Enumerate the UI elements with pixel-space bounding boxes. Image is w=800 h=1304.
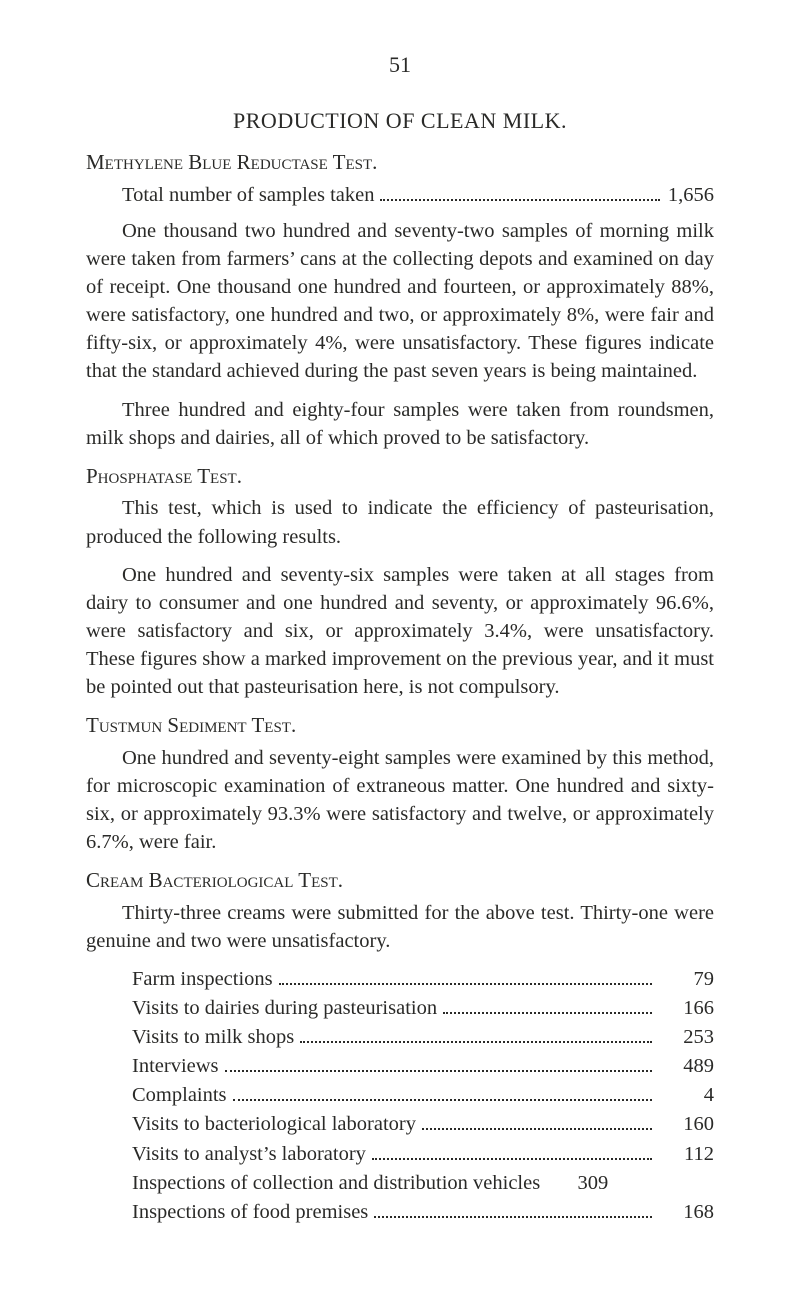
total-samples-line: Total number of samples taken 1,656	[122, 181, 714, 209]
list-item: Complaints 4	[132, 1081, 714, 1109]
list-item-label: Farm inspections	[132, 965, 273, 993]
list-item-label: Complaints	[132, 1081, 227, 1109]
list-item: Inspections of food premises 168	[132, 1198, 714, 1226]
list-item-value: 166	[658, 994, 714, 1022]
inspection-list: Farm inspections 79 Visits to dairies du…	[132, 965, 714, 1226]
list-item-value: 112	[658, 1140, 714, 1168]
list-item: Visits to dairies during pasteurisation …	[132, 994, 714, 1022]
leader-dots	[279, 971, 652, 985]
leader-dots	[300, 1029, 652, 1043]
section-heading-methylene: Methylene Blue Reductase Test.	[86, 148, 714, 177]
list-item: Visits to analyst’s laboratory 112	[132, 1140, 714, 1168]
leader-dots	[443, 1000, 652, 1014]
paragraph: Three hundred and eighty-four samples we…	[86, 396, 714, 452]
paragraph: One thousand two hundred and seventy-two…	[86, 217, 714, 385]
list-item-value: 160	[658, 1110, 714, 1138]
list-item: Inspections of collection and distributi…	[132, 1169, 714, 1197]
leader-dots	[374, 1203, 652, 1217]
leader-dots	[380, 187, 659, 201]
list-item-value: 168	[658, 1198, 714, 1226]
list-item-label: Inspections of collection and distributi…	[132, 1169, 540, 1197]
leader-dots	[225, 1058, 652, 1072]
total-samples-value: 1,656	[668, 181, 714, 209]
list-item-label: Visits to bacteriological laboratory	[132, 1110, 416, 1138]
leader-dots	[372, 1145, 652, 1159]
paragraph: Thirty-three creams were submitted for t…	[86, 899, 714, 955]
document-page: 51 PRODUCTION OF CLEAN MILK. Methylene B…	[0, 0, 800, 1304]
page-title: PRODUCTION OF CLEAN MILK.	[86, 106, 714, 136]
list-item-label: Inspections of food premises	[132, 1198, 368, 1226]
page-number: 51	[86, 50, 714, 80]
list-item: Farm inspections 79	[132, 965, 714, 993]
list-item-value: 309	[552, 1169, 608, 1197]
section-heading-cream: Cream Bacteriological Test.	[86, 866, 714, 895]
list-item-value: 489	[658, 1052, 714, 1080]
list-item: Visits to bacteriological laboratory 160	[132, 1110, 714, 1138]
paragraph: One hundred and seventy-six samples were…	[86, 561, 714, 701]
list-item-value: 4	[658, 1081, 714, 1109]
list-item-value: 253	[658, 1023, 714, 1051]
paragraph: This test, which is used to indicate the…	[86, 494, 714, 550]
section-heading-phosphatase: Phosphatase Test.	[86, 462, 714, 491]
paragraph: One hundred and seventy-eight samples we…	[86, 744, 714, 856]
leader-dots	[233, 1087, 652, 1101]
total-samples-label: Total number of samples taken	[122, 181, 374, 209]
list-item-label: Visits to milk shops	[132, 1023, 294, 1051]
list-item-value: 79	[658, 965, 714, 993]
list-item-label: Visits to dairies during pasteurisation	[132, 994, 437, 1022]
leader-dots	[422, 1116, 652, 1130]
list-item-label: Visits to analyst’s laboratory	[132, 1140, 366, 1168]
list-item-label: Interviews	[132, 1052, 219, 1080]
list-item: Interviews 489	[132, 1052, 714, 1080]
section-heading-tustmun: Tustmun Sediment Test.	[86, 711, 714, 740]
list-item: Visits to milk shops 253	[132, 1023, 714, 1051]
